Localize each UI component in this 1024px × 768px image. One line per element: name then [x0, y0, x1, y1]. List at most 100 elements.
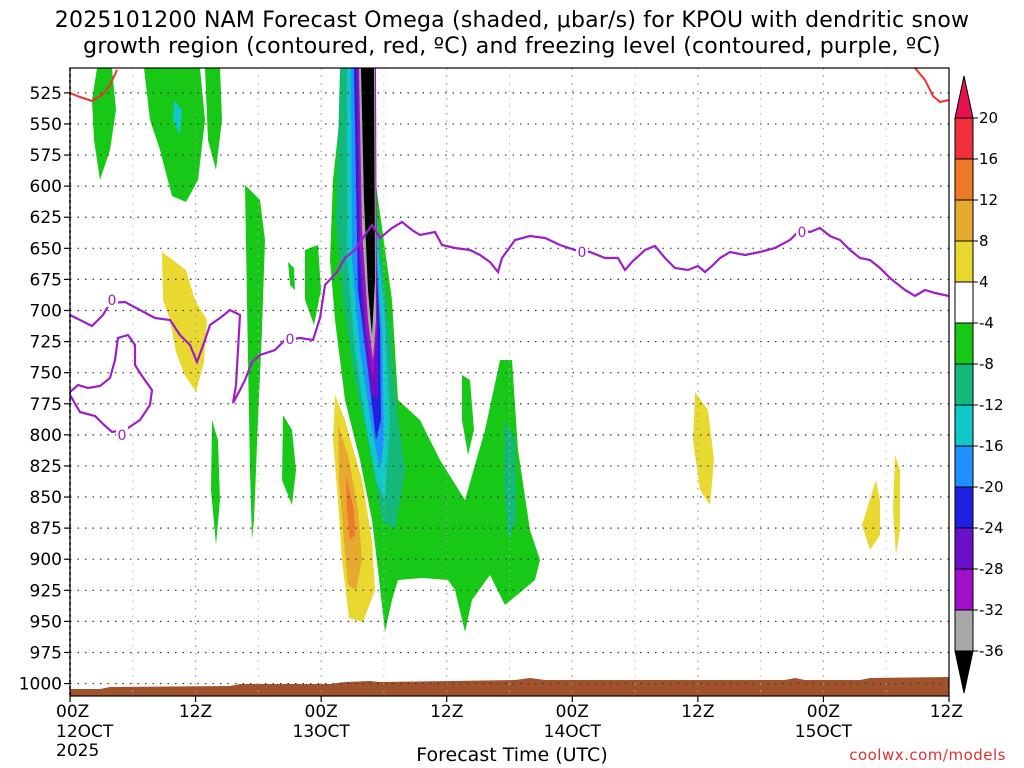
colorbar-swatch: [954, 158, 974, 201]
y-tick-label: 525: [30, 84, 62, 104]
freezing-label: 0: [286, 332, 295, 348]
omega-area: [862, 480, 880, 550]
colorbar-swatch: [954, 281, 974, 324]
omega-area: [462, 375, 474, 455]
omega-area: [144, 68, 205, 202]
freezing-label-bg: [796, 224, 808, 239]
omega-area: [693, 392, 714, 505]
y-tick-label: 625: [30, 208, 62, 228]
colorbar-label: 16: [979, 150, 998, 168]
chart-title: 2025101200 NAM Forecast Omega (shaded, μ…: [0, 8, 1024, 60]
colorbar-swatch: [954, 445, 974, 488]
dgz-contour-left: [70, 69, 118, 103]
y-tick-label: 850: [30, 488, 62, 508]
colorbar-label: 20: [979, 109, 998, 127]
omega-area: [282, 415, 296, 505]
freezing-level-loop: [70, 333, 154, 434]
colorbar-label: -36: [979, 642, 1004, 660]
omega-area: [346, 475, 355, 540]
freezing-label: 0: [578, 245, 587, 261]
colorbar-swatch: [954, 527, 974, 570]
colorbar-label: 4: [979, 273, 989, 291]
colorbar-cap-top: [954, 75, 974, 119]
colorbar-label: -4: [979, 314, 994, 332]
omega-area: [162, 252, 207, 392]
x-tick-label-time: 00Z: [556, 702, 589, 722]
colorbar-label: -28: [979, 560, 1004, 578]
freezing-label-bg: [284, 331, 296, 346]
x-tick-label-year: 2025: [56, 741, 99, 761]
colorbar-swatch: [954, 199, 974, 242]
omega-area: [504, 420, 516, 540]
x-tick-label-time: 00Z: [807, 702, 840, 722]
omega-area: [361, 68, 375, 335]
x-tick-label-time: 12Z: [681, 702, 714, 722]
y-tick-label: 700: [30, 301, 62, 321]
y-axis: 525 550 575 600 625 650 675 700 725 750 775 800 825 8…: [19, 84, 70, 695]
y-tick-label: 1000: [19, 675, 62, 695]
title-line-2: growth region (contoured, red, ºC) and f…: [83, 34, 941, 59]
colorbar-swatch: [954, 363, 974, 406]
colorbar-label: -32: [979, 601, 1004, 619]
omega-area: [893, 455, 900, 555]
freezing-label-bg: [576, 244, 588, 259]
colorbar-swatch: [954, 322, 974, 365]
colorbar-label: -8: [979, 355, 994, 373]
colorbar-swatch: [954, 486, 974, 529]
omega-area: [305, 245, 321, 325]
freezing-label-bg: [116, 427, 128, 442]
y-tick-label: 825: [30, 457, 62, 477]
x-tick-label-date: 12OCT: [56, 722, 114, 742]
colorbar-cap-bottom: [954, 650, 974, 694]
freezing-label: 0: [798, 225, 807, 241]
colorbar-label: -16: [979, 437, 1004, 455]
x-tick-label-time: 00Z: [305, 702, 338, 722]
y-tick-label: 575: [30, 146, 62, 166]
x-tick-label-date: 13OCT: [293, 722, 351, 742]
omega-area: [211, 420, 220, 545]
x-tick-label-time: 12Z: [430, 702, 463, 722]
terrain: [70, 677, 949, 696]
site-credit[interactable]: coolwx.com/models: [849, 746, 1006, 764]
freezing-label: 0: [118, 428, 127, 444]
y-tick-label: 550: [30, 115, 62, 135]
y-tick-label: 650: [30, 239, 62, 259]
x-tick-label-date: 14OCT: [544, 722, 602, 742]
colorbar-label: -12: [979, 396, 1004, 414]
y-tick-label: 725: [30, 333, 62, 353]
colorbar-swatch: [954, 117, 974, 160]
x-tick-label-time: 00Z: [56, 702, 89, 722]
colorbar-label: -24: [979, 519, 1004, 537]
colorbar-swatch: [954, 404, 974, 447]
y-tick-label: 975: [30, 643, 62, 663]
freezing-level-labels: 0 0 0 0 0: [106, 224, 808, 444]
x-axis-title: Forecast Time (UTC): [416, 744, 608, 766]
y-tick-label: 775: [30, 395, 62, 415]
freezing-label: 0: [108, 293, 117, 309]
y-tick-label: 800: [30, 426, 62, 446]
freezing-label-bg: [106, 292, 118, 307]
title-line-1: 2025101200 NAM Forecast Omega (shaded, μ…: [54, 8, 970, 33]
y-tick-label: 675: [30, 270, 62, 290]
dendritic-growth-contours: [70, 68, 949, 104]
y-tick-label: 600: [30, 177, 62, 197]
y-tick-label: 950: [30, 612, 62, 632]
y-tick-label: 900: [30, 550, 62, 570]
x-tick-label-date: 15OCT: [795, 722, 853, 742]
colorbar-swatch: [954, 609, 974, 652]
colorbar-label: 12: [979, 191, 998, 209]
y-tick-label: 750: [30, 364, 62, 384]
omega-area: [288, 262, 295, 290]
dgz-contour-right: [914, 68, 949, 104]
colorbar-label: -20: [979, 478, 1004, 496]
omega-area: [245, 185, 265, 540]
omega-area: [92, 68, 116, 180]
omega-area: [173, 100, 182, 135]
y-tick-label: 925: [30, 581, 62, 601]
x-tick-label-time: 12Z: [930, 702, 963, 722]
omega-shading: [70, 68, 949, 696]
y-tick-label: 875: [30, 519, 62, 539]
omega-area: [205, 68, 222, 170]
